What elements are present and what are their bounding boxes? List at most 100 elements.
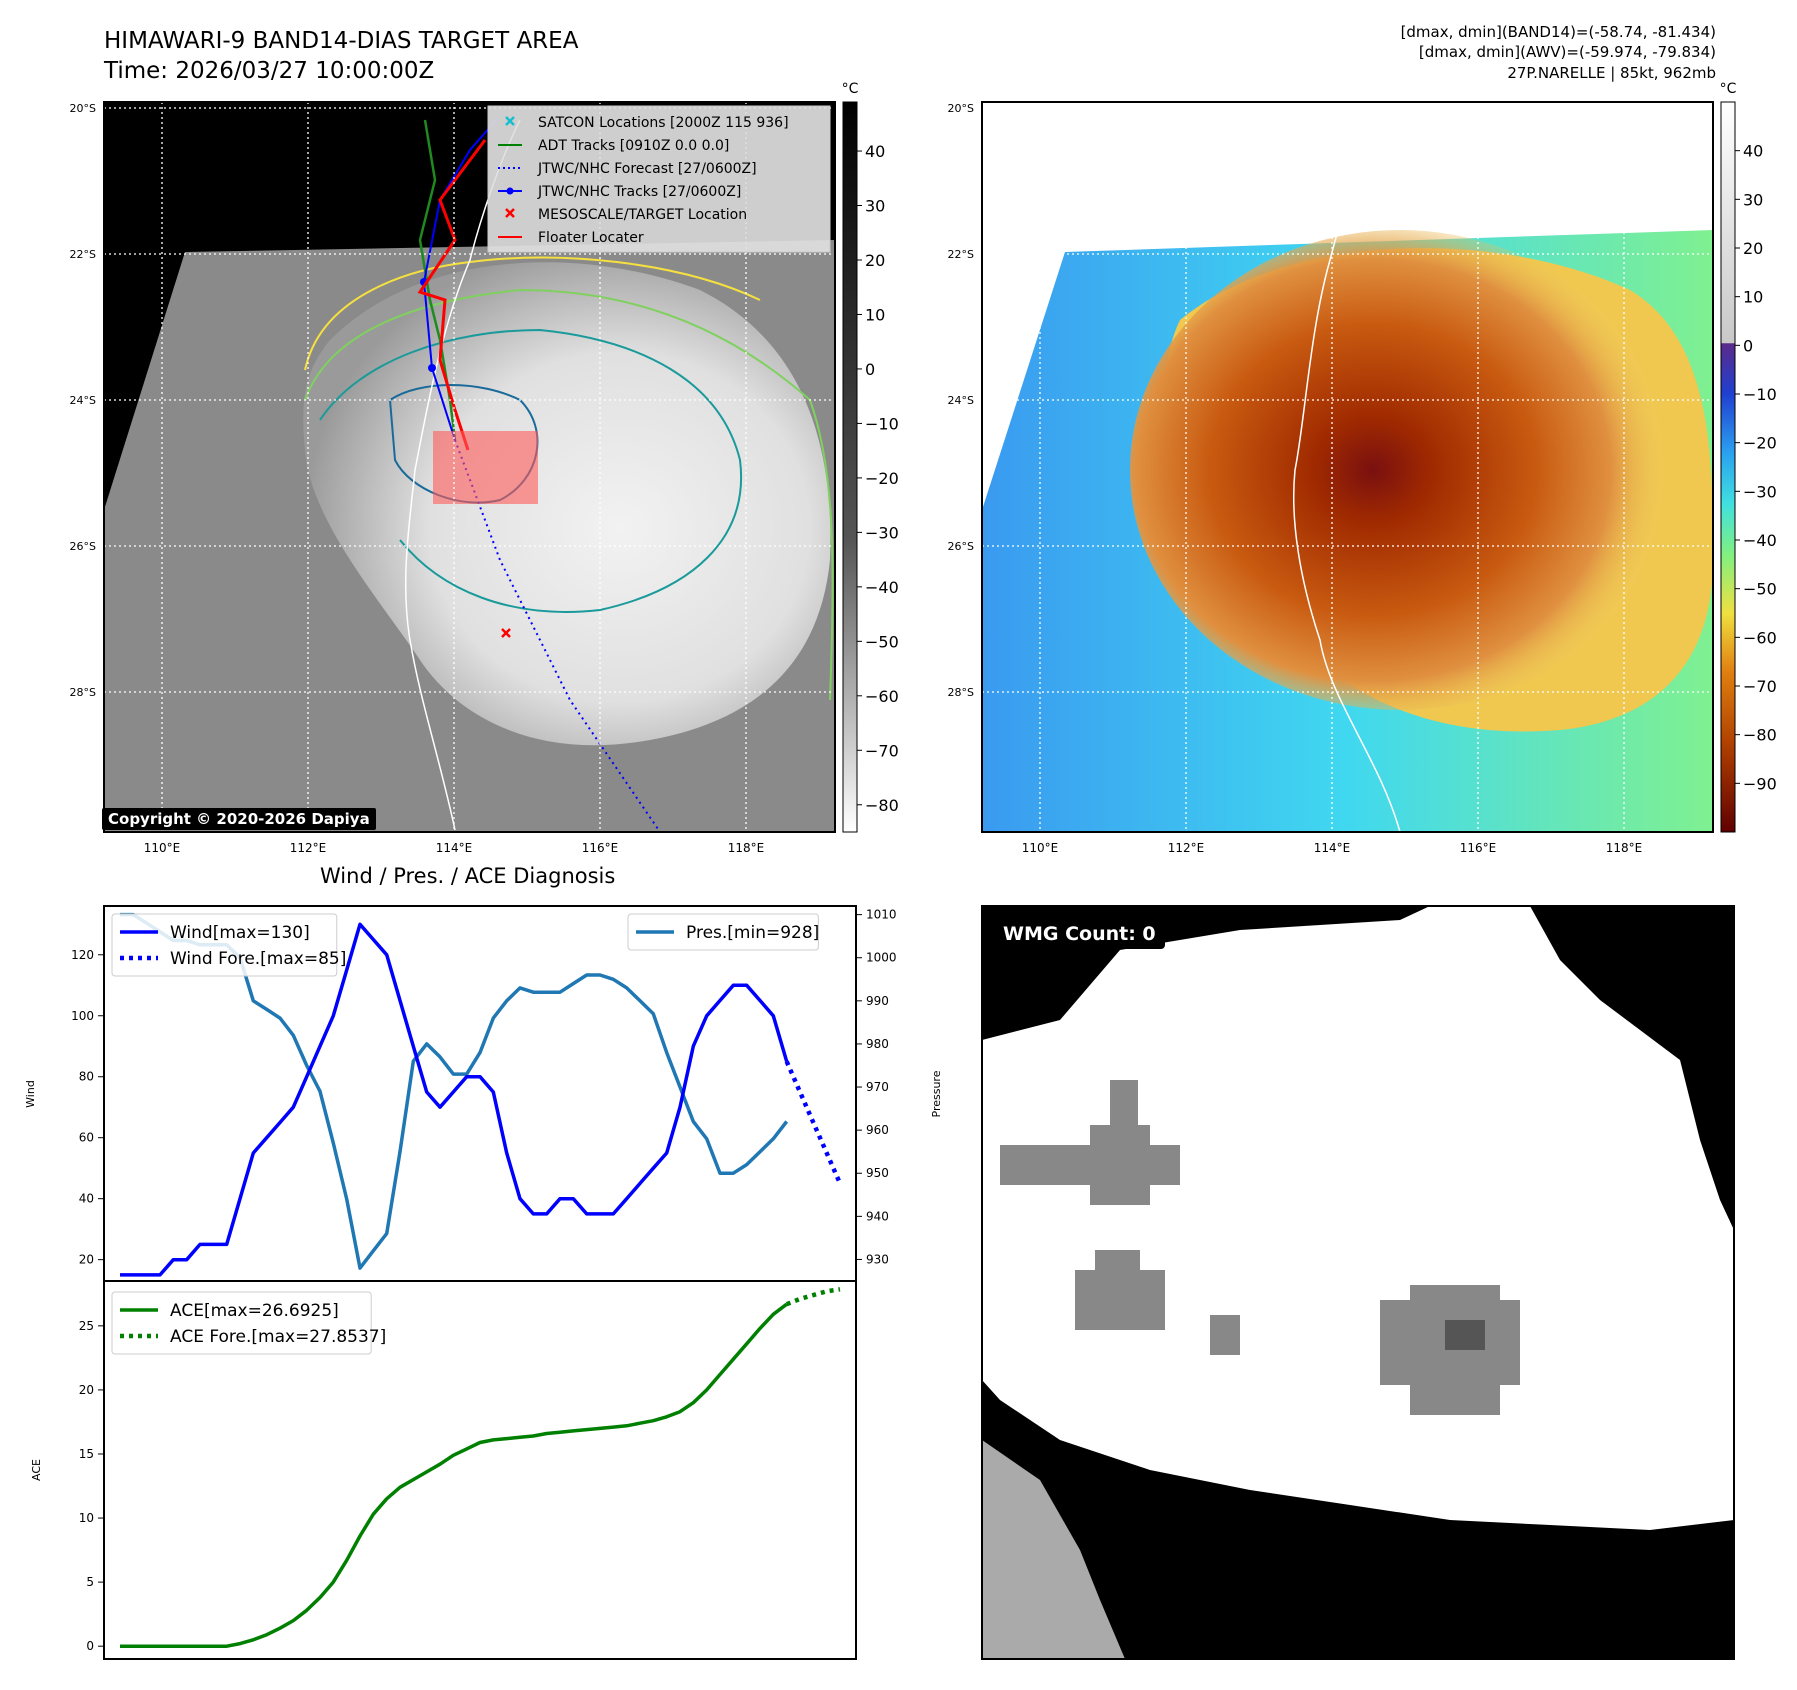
lon-tick-label: 116°E — [1460, 841, 1497, 855]
target-box — [433, 431, 538, 504]
colorbar-tick-label: −70 — [1743, 677, 1777, 696]
figure-time: Time: 2026/03/27 10:00:00Z — [104, 58, 435, 84]
color-colorbar — [1720, 101, 1736, 833]
colorbar-tick-label: −40 — [865, 578, 899, 597]
grid-lines-b — [982, 102, 1713, 832]
wind-ylabel: Wind — [24, 1080, 37, 1108]
y-tick-label: 40 — [79, 1192, 94, 1206]
lat-tick-label: 24°S — [70, 394, 96, 407]
wmg-frame — [981, 905, 1735, 1660]
lat-tick-label: 28°S — [948, 686, 974, 699]
lon-tick-label: 110°E — [144, 841, 181, 855]
wmg-gray-cells — [1000, 1080, 1520, 1415]
colorbar-tick-label: −60 — [1743, 628, 1777, 647]
legend-label: JTWC/NHC Forecast [27/0600Z] — [537, 161, 757, 177]
legend-label: MESOSCALE/TARGET Location — [538, 207, 747, 223]
y-tick-label-right: 940 — [866, 1209, 889, 1223]
legend-marker — [505, 116, 515, 126]
lon-tick-label: 118°E — [1606, 841, 1643, 855]
chart-legend-label: Wind Fore.[max=85] — [170, 949, 346, 969]
chart-legend-label: ACE[max=26.6925] — [170, 1301, 339, 1321]
lat-tick-label: 22°S — [948, 248, 974, 261]
lat-tick-label: 20°S — [70, 102, 96, 115]
contour-teal — [319, 328, 743, 613]
lon-tick-label: 116°E — [582, 841, 619, 855]
contour-yellow — [304, 256, 761, 371]
ir-grayscale-panel: SATCON Locations [2000Z 115 936] ADT Trac… — [70, 81, 899, 855]
y-tick-label-right: 930 — [866, 1252, 889, 1266]
chart-legend-frame — [111, 1291, 372, 1355]
gray-colorbar — [842, 101, 858, 833]
colorbar-tick-label: −80 — [865, 796, 899, 815]
panel-b-frame — [981, 101, 1714, 833]
y-tick-label-right: 1010 — [866, 908, 897, 922]
colorbar-tick-label: −40 — [1743, 531, 1777, 550]
series-line — [120, 922, 789, 1277]
wmg-land — [982, 1440, 1125, 1659]
coastline — [404, 119, 521, 831]
y-tick-label-right: 980 — [866, 1037, 889, 1051]
colorbar-tick-label: 10 — [1743, 288, 1763, 307]
legend-label: Floater Locater — [538, 230, 644, 246]
colorbar-tick-label: −50 — [865, 632, 899, 651]
coastline-b — [1293, 159, 1401, 832]
cloud-shield — [303, 262, 831, 746]
legend-frame — [487, 105, 831, 253]
ace-ylabel: ACE — [30, 1459, 43, 1481]
ace-chart: 0 5 10 15 20 25 ACE ACE[max=26.6925] ACE Fore.… — [30, 1280, 857, 1660]
lat-tick-label: 26°S — [948, 540, 974, 553]
y-tick-label-right: 970 — [866, 1080, 889, 1094]
colorbar-tick-label: −30 — [1743, 482, 1777, 501]
y-tick-label: 10 — [79, 1511, 94, 1525]
legend-label: SATCON Locations [2000Z 115 936] — [538, 115, 789, 131]
copyright-badge: Copyright © 2020-2026 Dapiya — [102, 808, 376, 830]
legend-marker — [505, 208, 515, 218]
gray-colorbar-unit: °C — [842, 81, 859, 97]
colorbar-tick-label: −70 — [865, 741, 899, 760]
lat-tick-label: 26°S — [70, 540, 96, 553]
y-tick-label: 80 — [79, 1070, 94, 1084]
colorbar-tick-label: 10 — [865, 305, 885, 324]
storm-core — [1130, 230, 1670, 710]
map-legend: SATCON Locations [2000Z 115 936] ADT Trac… — [487, 105, 831, 253]
wmg-dark-cell — [1445, 1320, 1485, 1350]
series-line — [120, 1302, 788, 1648]
lon-tick-label: 118°E — [728, 841, 765, 855]
legend-label: JTWC/NHC Tracks [27/0600Z] — [537, 184, 741, 200]
y-tick-label: 20 — [79, 1383, 94, 1397]
y-tick-label-right: 1000 — [866, 951, 897, 965]
lon-tick-label: 114°E — [436, 841, 473, 855]
colorbar-tick-label: −10 — [1743, 385, 1777, 404]
contour-green — [304, 288, 834, 701]
mesoscale-target-marker — [501, 628, 511, 638]
jtwc-track-line — [422, 117, 499, 441]
band14-stats: [dmax, dmin](BAND14)=(-58.74, -81.434) — [1400, 23, 1716, 41]
colorbar-tick-label: 40 — [865, 142, 885, 161]
lat-tick-label: 22°S — [70, 248, 96, 261]
legend-label: ADT Tracks [0910Z 0.0 0.0] — [538, 138, 729, 154]
lat-tick-label: 28°S — [70, 686, 96, 699]
colorbar-tick-label: −20 — [1743, 434, 1777, 453]
y-tick-label: 5 — [86, 1575, 94, 1589]
y-tick-label: 20 — [79, 1253, 94, 1267]
y-tick-label: 25 — [79, 1319, 94, 1333]
grid-lines — [104, 102, 835, 832]
chart-legend-label: ACE Fore.[max=27.8537] — [170, 1327, 386, 1347]
colorbar-tick-label: 30 — [865, 197, 885, 216]
color-colorbar-unit: °C — [1720, 81, 1737, 97]
colorbar-tick-label: 0 — [865, 360, 875, 379]
y-tick-label: 0 — [86, 1639, 94, 1653]
wmg-panel — [981, 905, 1735, 1660]
colorbar-tick-label: −30 — [865, 523, 899, 542]
colorbar-tick-label: −20 — [865, 469, 899, 488]
awv-stats: [dmax, dmin](AWV)=(-59.974, -79.834) — [1418, 43, 1716, 61]
colorbar-tick-label: −80 — [1743, 726, 1777, 745]
wmg-white-region — [982, 906, 1734, 1530]
y-tick-label: 100 — [71, 1009, 94, 1023]
colorbar-tick-label: 40 — [1743, 142, 1763, 161]
chart-legend-frame — [627, 913, 819, 951]
lon-tick-label: 110°E — [1022, 841, 1059, 855]
chart-legend-label: Pres.[min=928] — [686, 923, 819, 943]
diagnosis-title: Wind / Pres. / ACE Diagnosis — [320, 864, 616, 888]
pressure-ylabel: Pressure — [930, 1070, 943, 1117]
